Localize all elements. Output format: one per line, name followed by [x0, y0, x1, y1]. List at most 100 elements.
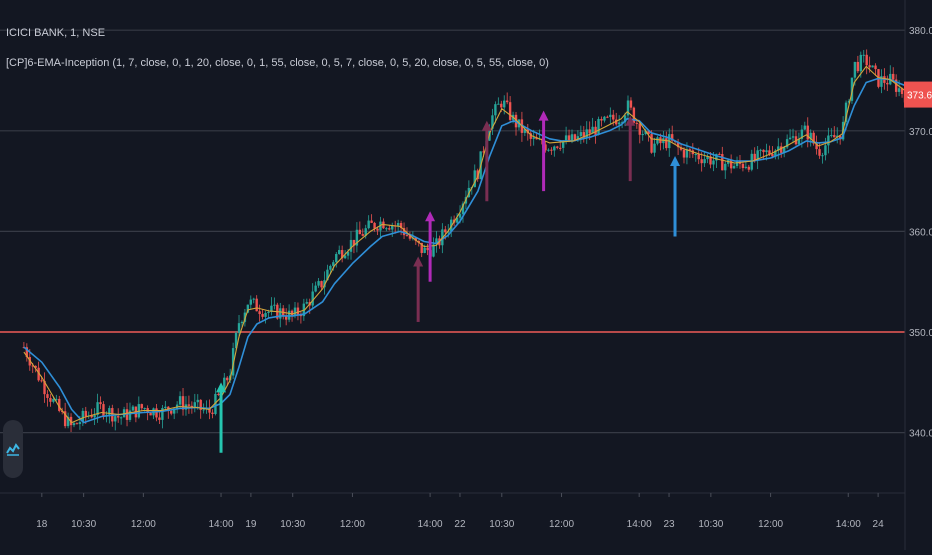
candle-body [871, 65, 874, 68]
candle-body [838, 135, 842, 140]
candle-body [72, 423, 76, 426]
candle-body [741, 163, 745, 168]
candle-body [780, 146, 783, 153]
candle-body [211, 412, 214, 414]
candle-body [803, 125, 807, 130]
candle-body [591, 126, 594, 134]
candle-body [594, 126, 597, 135]
candle-body [650, 134, 653, 153]
candle-body [214, 393, 217, 414]
candle-body [753, 153, 756, 161]
candle-body [246, 304, 250, 313]
candle-body [833, 135, 836, 138]
candle-body [217, 393, 220, 395]
candle-body [352, 239, 356, 246]
candle-layer [22, 49, 907, 433]
candle-body [181, 396, 185, 410]
candle-body [892, 73, 895, 80]
candle-body [856, 61, 860, 72]
candle-body [34, 365, 37, 368]
candle-body [603, 116, 606, 121]
candle-body [886, 82, 889, 85]
signal-arrow-head [625, 115, 636, 126]
candle-body [293, 307, 297, 316]
x-tick-label: 19 [245, 519, 257, 530]
candle-body [647, 130, 650, 135]
candle-body [494, 104, 497, 116]
candle-body [226, 377, 229, 381]
x-tick-label: 12:00 [131, 519, 156, 530]
candle-body [638, 123, 641, 135]
candle-body [703, 159, 706, 164]
candle-body [853, 61, 857, 78]
candle-body [718, 153, 721, 155]
x-tick-label: 14:00 [209, 519, 234, 530]
candle-body [178, 396, 182, 405]
candle-body [405, 235, 409, 237]
candle-body [435, 238, 438, 245]
candle-body [31, 365, 34, 367]
candle-body [897, 88, 901, 92]
candle-body [155, 408, 158, 418]
candle-body [338, 250, 341, 254]
candle-body [299, 315, 303, 317]
candle-body [40, 380, 43, 382]
candle-body [408, 235, 412, 239]
grid-layer [0, 29, 905, 434]
signal-arrow-head [216, 382, 227, 393]
candle-body [850, 77, 854, 101]
candle-body [782, 147, 786, 153]
candle-body [252, 298, 255, 300]
candle-body [688, 149, 692, 151]
candle-body [208, 407, 211, 413]
signal-arrow-head [670, 155, 681, 166]
candle-body [759, 149, 762, 151]
candle-body [729, 160, 733, 169]
candle-body [25, 347, 29, 358]
candle-body [768, 150, 771, 154]
candle-body [231, 348, 235, 376]
candle-body [676, 141, 680, 148]
candle-body [809, 132, 812, 140]
candle-body [190, 405, 194, 408]
candle-body [600, 119, 603, 121]
candle-body [311, 291, 314, 306]
candle-body [709, 156, 712, 165]
candle-body [635, 122, 639, 124]
candle-body [96, 402, 99, 416]
candle-body [656, 137, 659, 144]
candle-body [170, 410, 173, 414]
candle-body [81, 410, 85, 423]
x-tick-label: 24 [873, 519, 885, 530]
candle-body [473, 170, 476, 188]
candle-body [99, 402, 102, 405]
candle-body [108, 408, 111, 415]
x-tick-label: 12:00 [758, 519, 783, 530]
candle-body [544, 144, 547, 151]
candle-body [694, 153, 697, 155]
candle-body [756, 150, 759, 161]
candle-body [653, 143, 656, 153]
candle-body [785, 139, 789, 148]
x-tick-label: 10:30 [71, 519, 96, 530]
candle-body [806, 125, 809, 140]
candle-body [399, 223, 403, 229]
candle-body [874, 65, 877, 70]
candle-body [735, 161, 739, 167]
candle-body [373, 222, 376, 229]
candle-body [258, 311, 261, 315]
candle-body [612, 114, 615, 120]
candle-body [564, 135, 568, 141]
candle-body [500, 103, 503, 108]
candle-body [349, 239, 353, 252]
y-tick-label: 340.00 [909, 429, 932, 440]
candle-body [503, 100, 506, 108]
tradingview-logo-icon[interactable] [3, 420, 23, 478]
candle-body [712, 160, 715, 165]
candle-body [432, 244, 435, 257]
candle-body [815, 143, 818, 150]
candle-body [78, 422, 82, 424]
